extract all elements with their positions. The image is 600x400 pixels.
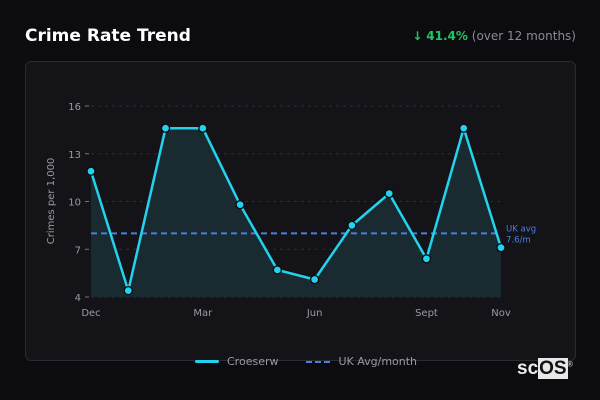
logo: scOS® (517, 358, 573, 379)
change-percent: 41.4% (426, 29, 468, 43)
data-point (459, 123, 469, 133)
legend-swatch-dashed (306, 360, 331, 363)
x-tick-label: Sept (415, 308, 438, 319)
data-point (384, 188, 394, 199)
data-point (421, 254, 432, 264)
data-point (86, 166, 96, 176)
data-point (347, 220, 357, 231)
x-tick-label: Nov (491, 308, 511, 319)
legend-label: UK Avg/month (338, 355, 418, 368)
y-tick-label: 16 (68, 102, 81, 113)
change-summary: ↓ 41.4% (over 12 months) (412, 29, 576, 43)
chart-title: Crime Rate Trend (25, 26, 191, 46)
legend-label: Croeserw (227, 355, 279, 368)
legend: Croeserw UK Avg/month (195, 355, 417, 368)
data-point (309, 274, 320, 285)
x-tick-label: Mar (193, 308, 213, 319)
data-point (198, 123, 208, 133)
uk-average-label: UK avg (506, 224, 536, 234)
series-line (89, 127, 503, 292)
data-point (160, 123, 171, 133)
legend-item-series[interactable]: Croeserw (195, 355, 278, 368)
data-point (123, 285, 133, 296)
change-period: (over 12 months) (471, 29, 576, 43)
down-arrow-icon: ↓ (412, 29, 423, 43)
x-tick-label: Dec (81, 308, 100, 319)
y-tick-label: 13 (68, 150, 81, 161)
legend-swatch-solid (195, 360, 219, 363)
y-tick-label: 7 (75, 245, 81, 256)
uk-average-value: 7.6/m (506, 235, 531, 245)
y-axis-label: Crimes per 1,000 (46, 158, 57, 245)
data-point (496, 243, 506, 253)
x-tick-label: Jun (306, 308, 323, 319)
legend-item-avg[interactable]: UK Avg/month (306, 355, 417, 368)
data-point (272, 265, 283, 275)
y-tick-label: 10 (68, 198, 81, 209)
series-area (91, 128, 501, 297)
data-point (235, 200, 245, 210)
y-tick-label: 4 (75, 293, 81, 304)
